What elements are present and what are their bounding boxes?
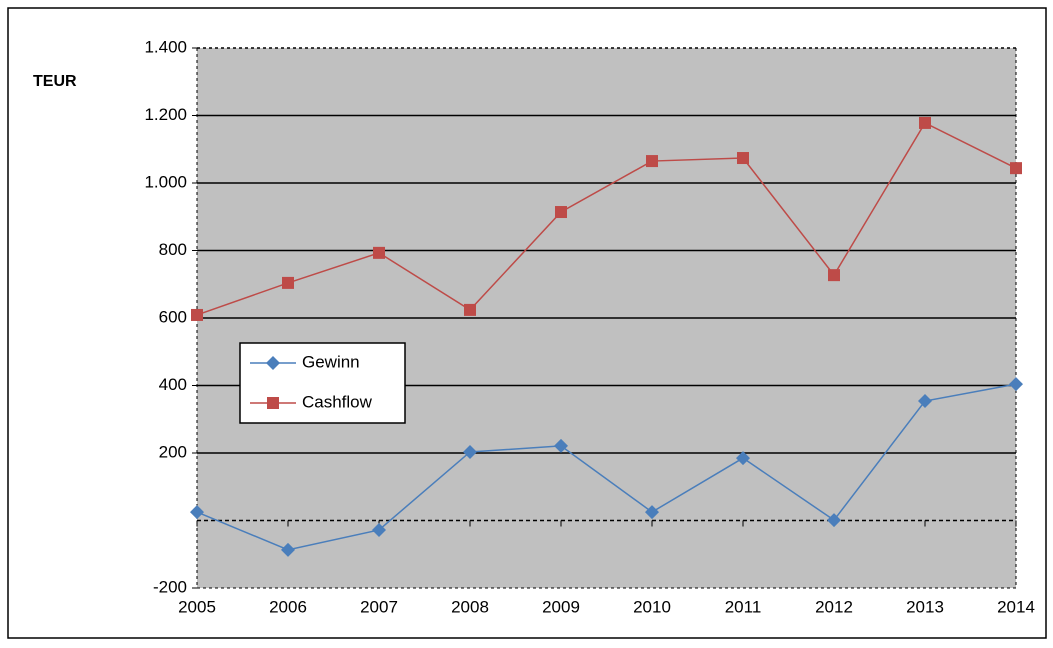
y-tick-label: 1.200 — [144, 105, 187, 124]
legend — [239, 342, 406, 424]
marker — [555, 206, 567, 219]
marker — [373, 246, 385, 259]
y-tick-label: 400 — [159, 375, 187, 394]
marker — [919, 116, 931, 129]
y-axis-label: TEUR — [33, 73, 77, 90]
y-tick-label: 200 — [159, 442, 187, 461]
marker — [828, 269, 840, 282]
x-tick-label: 2008 — [451, 597, 489, 616]
marker — [281, 542, 295, 557]
marker — [464, 303, 476, 316]
marker — [918, 394, 932, 409]
marker — [646, 155, 658, 168]
marker — [1010, 162, 1022, 175]
marker — [827, 513, 841, 528]
marker — [191, 308, 203, 321]
marker — [1009, 377, 1023, 392]
x-tick-label: 2011 — [725, 597, 762, 616]
legend-label: Cashflow — [302, 392, 373, 411]
y-tick-label: 1.400 — [144, 37, 187, 56]
series-line — [196, 121, 1017, 316]
marker — [267, 397, 279, 409]
marker — [645, 505, 659, 520]
x-tick-label: 2005 — [178, 597, 216, 616]
x-tick-label: 2010 — [633, 597, 671, 616]
x-tick-label: 2014 — [997, 597, 1035, 616]
x-tick-label: 2006 — [269, 597, 307, 616]
marker — [266, 356, 280, 370]
x-tick-label: 2009 — [542, 597, 580, 616]
y-tick-label: 1.000 — [144, 172, 187, 191]
x-tick-label: 2012 — [815, 597, 853, 616]
marker — [282, 276, 294, 289]
y-tick-label: -200 — [153, 577, 187, 596]
series-line — [196, 383, 1017, 551]
marker — [737, 152, 749, 165]
legend-label: Gewinn — [302, 352, 360, 371]
x-tick-label: 2013 — [906, 597, 944, 616]
y-tick-label: 800 — [159, 240, 187, 259]
marker — [736, 451, 750, 466]
marker — [463, 444, 477, 459]
x-tick-label: 2007 — [360, 597, 398, 616]
marker — [190, 505, 204, 520]
marker — [554, 438, 568, 453]
y-tick-label: 600 — [159, 307, 187, 326]
marker — [372, 522, 386, 537]
